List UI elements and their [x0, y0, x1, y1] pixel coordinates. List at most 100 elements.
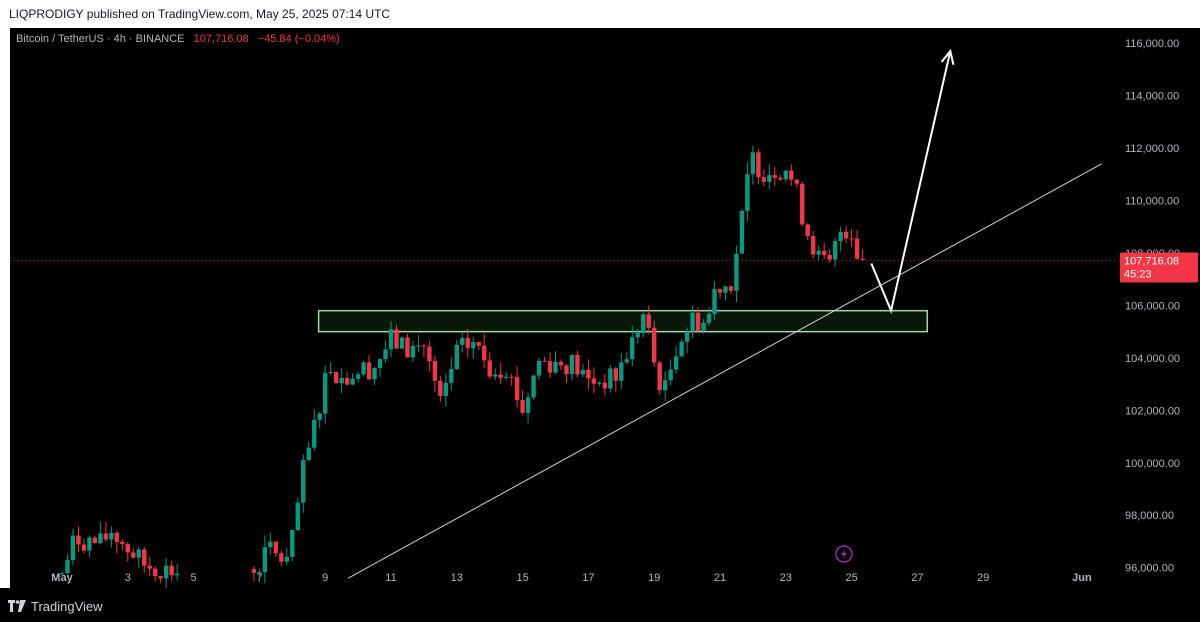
candle-body: [580, 369, 586, 375]
candle-body: [333, 372, 339, 384]
candle-body: [482, 345, 487, 361]
candle-body: [662, 380, 668, 391]
candle-body: [120, 541, 125, 544]
candle-body: [147, 565, 152, 569]
chart-area[interactable]: 96,000.00 98,000.00 100,000.00 102,000.00 10…: [10, 28, 1200, 590]
candle-body: [657, 362, 662, 391]
candle-body: [492, 374, 498, 377]
candle-body: [805, 224, 810, 237]
candle-body: [87, 537, 92, 551]
x-tick-label: 23: [780, 572, 792, 584]
x-tick-label: 25: [845, 572, 857, 584]
candle-body: [503, 376, 509, 378]
candle-body: [268, 541, 273, 548]
tradingview-logo[interactable]: TradingView: [8, 598, 103, 614]
candle-body: [635, 332, 640, 338]
trendline[interactable]: [347, 163, 1102, 579]
candle-body: [339, 377, 344, 384]
candle-body: [531, 375, 536, 398]
candle-body: [849, 238, 854, 240]
candle-body: [405, 337, 410, 358]
published-text: LIQPRODIGY published on TradingView.com,…: [9, 7, 391, 21]
candle-body: [591, 378, 597, 384]
bar-countdown: 45:23: [1124, 268, 1152, 280]
candle-body: [301, 459, 306, 503]
candle-body: [701, 322, 706, 331]
candle-body: [427, 346, 432, 362]
candle-body: [706, 313, 712, 323]
y-tick-label: 116,000.00: [1125, 38, 1179, 50]
candle-body: [750, 152, 756, 175]
candle-body: [383, 349, 388, 360]
candle-body: [569, 354, 575, 375]
chart-legend: Bitcoin / TetherUS · 4h · BINANCE 107,71…: [16, 33, 340, 45]
candle-body: [471, 342, 476, 349]
candle-body: [520, 400, 525, 413]
candle-body: [613, 368, 619, 381]
candle-body: [498, 374, 503, 378]
legend-last-price: 107,716.08: [194, 33, 249, 45]
y-tick-label: 112,000.00: [1125, 143, 1179, 155]
candle-body: [767, 175, 772, 182]
last-price-label-bg: [1120, 252, 1198, 283]
candle-body: [821, 250, 827, 255]
candle-body: [251, 569, 257, 573]
candle-body: [421, 345, 427, 347]
support-zone-rect[interactable]: [317, 309, 929, 333]
y-axis[interactable]: 96,000.00 98,000.00 100,000.00 102,000.00 10…: [1125, 38, 1180, 574]
candle-body: [153, 568, 158, 577]
candle-body: [838, 231, 843, 242]
price-chart[interactable]: 96,000.00 98,000.00 100,000.00 102,000.00 10…: [10, 28, 1200, 590]
last-price-value: 107,716.08: [1124, 255, 1179, 267]
candle-body: [410, 345, 416, 358]
projection-arrow[interactable]: [870, 50, 952, 314]
candle-body: [712, 289, 717, 314]
legend-symbol: Bitcoin / TetherUS · 4h · BINANCE: [16, 33, 185, 45]
x-tick-label: 11: [385, 572, 396, 584]
candle-body: [174, 573, 180, 576]
candle-body: [394, 329, 399, 349]
candle-body: [739, 210, 745, 254]
candle-body: [756, 152, 761, 178]
x-axis[interactable]: May357911131517192123252729Jun: [10, 259, 1115, 584]
candle-body: [761, 177, 767, 182]
x-tick-label: Jun: [1072, 572, 1092, 584]
candle-body: [443, 382, 449, 396]
candle-body: [564, 365, 569, 375]
candle-body: [163, 565, 169, 579]
candle-body: [454, 344, 459, 370]
candle-body: [295, 502, 300, 530]
candle-body: [816, 250, 821, 255]
candle-body: [854, 238, 860, 259]
candle-body: [59, 573, 65, 575]
candle-body: [323, 373, 328, 414]
candle-body: [679, 341, 684, 357]
candle-body: [257, 572, 262, 574]
candle-body: [717, 289, 723, 293]
flash-icon[interactable]: [835, 545, 853, 563]
candle-body: [158, 576, 163, 579]
x-tick-label: 19: [648, 572, 660, 584]
y-tick-label: 98,000.00: [1125, 510, 1174, 522]
projection-arrow-head: [940, 48, 955, 65]
candle-body: [438, 380, 443, 396]
candle-body: [800, 183, 805, 225]
candle-body: [449, 369, 454, 383]
candle-body: [136, 549, 141, 558]
y-tick-label: 106,000.00: [1125, 300, 1180, 312]
candle-body: [290, 529, 295, 557]
x-tick-label: 3: [125, 572, 131, 584]
candle-body: [312, 419, 317, 448]
candle-body: [860, 258, 865, 260]
candle-body: [169, 565, 174, 576]
candle-body: [284, 556, 290, 562]
candle-body: [794, 179, 799, 184]
candle-body: [789, 170, 794, 180]
candle-body: [734, 253, 739, 291]
tradingview-logo-icon: [8, 600, 26, 612]
candle-body: [668, 369, 673, 381]
candle-body: [624, 359, 629, 363]
candle-body: [142, 549, 147, 566]
candle-body: [98, 533, 103, 544]
candle-body: [646, 314, 651, 328]
